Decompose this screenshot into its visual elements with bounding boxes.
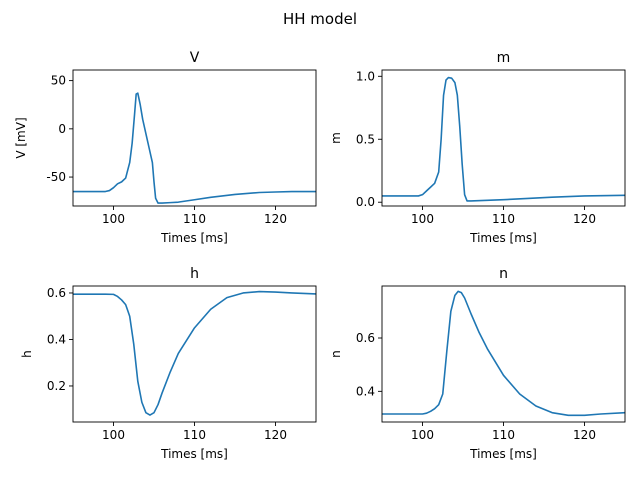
figure-suptitle: HH model xyxy=(283,10,357,28)
subplot-v: V 100 110 120 -50 0 50 Times [ms] V [mV] xyxy=(14,50,317,245)
y-axis-label: h xyxy=(20,350,34,358)
x-tick-label: 120 xyxy=(573,428,596,442)
x-tick-label: 110 xyxy=(492,428,515,442)
y-tick-label: 0.4 xyxy=(47,332,66,346)
x-tick-label: 100 xyxy=(411,428,434,442)
subplot-title: m xyxy=(497,50,511,66)
y-tick-label: 0.2 xyxy=(47,379,66,393)
y-tick-label: 0.0 xyxy=(356,195,375,209)
y-tick-label: 0.6 xyxy=(47,286,66,300)
x-axis-label: Times [ms] xyxy=(160,231,228,245)
series-line xyxy=(382,290,625,417)
series-line xyxy=(73,92,316,204)
x-tick-label: 100 xyxy=(102,212,125,226)
y-tick-label: 50 xyxy=(51,74,66,88)
x-tick-label: 100 xyxy=(411,212,434,226)
y-tick-label: 0.4 xyxy=(356,384,375,398)
series-line xyxy=(382,76,625,202)
x-axis-label: Times [ms] xyxy=(160,447,228,461)
subplot-title: V xyxy=(190,50,200,66)
subplot-title: n xyxy=(499,266,508,282)
y-tick-label: 0 xyxy=(58,122,66,136)
x-tick-label: 120 xyxy=(264,428,287,442)
y-axis-label: V [mV] xyxy=(14,117,28,158)
y-tick-label: 0.6 xyxy=(356,331,375,345)
x-tick-label: 120 xyxy=(264,212,287,226)
y-axis-label: m xyxy=(329,132,343,144)
subplot-m: m 100 110 120 0.0 0.5 1.0 Times [ms] m xyxy=(329,50,626,245)
y-tick-label: 1.0 xyxy=(356,69,375,83)
x-tick-label: 120 xyxy=(573,212,596,226)
x-tick-label: 100 xyxy=(102,428,125,442)
x-tick-label: 110 xyxy=(183,428,206,442)
subplot-h: h 100 110 120 0.2 0.4 0.6 Times [ms] h xyxy=(20,266,317,461)
x-tick-label: 110 xyxy=(492,212,515,226)
x-axis-label: Times [ms] xyxy=(469,231,537,245)
series-line xyxy=(73,290,316,416)
subplot-n: n 100 110 120 0.4 0.6 Times [ms] n xyxy=(329,266,626,461)
y-tick-label: 0.5 xyxy=(356,132,375,146)
y-axis-label: n xyxy=(329,350,343,358)
x-axis-label: Times [ms] xyxy=(469,447,537,461)
subplot-grid: V 100 110 120 -50 0 50 Times [ms] V [mV] m 100 110 1… xyxy=(14,50,626,461)
subplot-title: h xyxy=(190,266,199,282)
x-tick-label: 110 xyxy=(183,212,206,226)
y-tick-label: -50 xyxy=(46,170,66,184)
